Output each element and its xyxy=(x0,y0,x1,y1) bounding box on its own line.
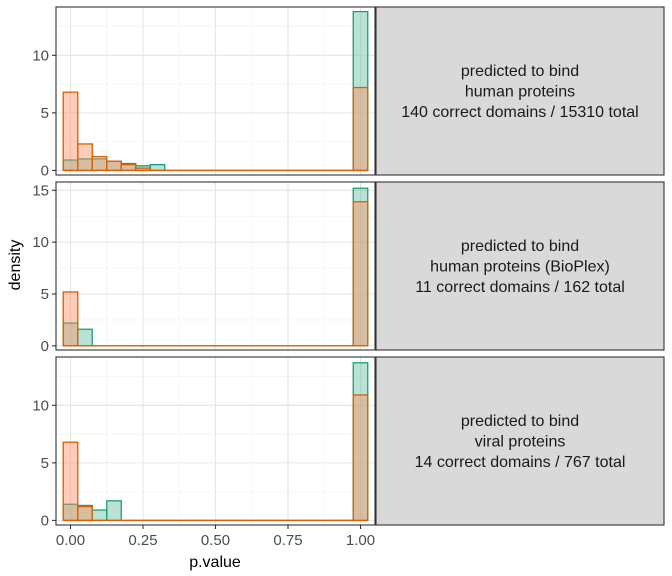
orange-series-bar xyxy=(62,91,79,172)
facet-strip xyxy=(375,6,665,176)
facet-strip-label: 140 correct domains / 15310 total xyxy=(401,104,638,121)
orange-series-bar xyxy=(352,201,369,347)
orange-series-bar xyxy=(120,163,137,172)
facet-panel: 0 5 10 predicted to bind viral proteins 14 co… xyxy=(32,356,665,529)
orange-series-bar xyxy=(62,441,79,522)
orange-series-bar xyxy=(77,505,93,522)
facet-strip-label: viral proteins xyxy=(475,434,566,451)
teal-series-bar xyxy=(77,328,93,347)
orange-series-bar xyxy=(106,160,122,172)
x-axis-title: p.value xyxy=(189,554,241,571)
x-tick-label: 0.00 xyxy=(56,532,85,549)
y-tick-label: 0 xyxy=(41,338,49,355)
x-axis: 0.00 0.25 0.50 0.75 1.00 xyxy=(56,525,375,549)
panel-border xyxy=(55,6,376,176)
orange-series-bar xyxy=(352,394,369,522)
y-tick-label: 0 xyxy=(41,512,49,529)
facet-panels: 0 5 10 predicted to bind human proteins 140 c… xyxy=(32,6,665,529)
facet-panel: 0 5 10 predicted to bind human proteins 140 c… xyxy=(32,6,665,179)
y-tick-label: 5 xyxy=(41,286,49,303)
y-tick-label: 10 xyxy=(32,234,49,251)
facet-strip-label: human proteins (BioPlex) xyxy=(430,259,610,276)
x-tick-label: 0.75 xyxy=(273,532,302,549)
teal-series-bar xyxy=(106,500,122,522)
facet-strip xyxy=(375,181,665,351)
orange-series-bar xyxy=(62,291,79,347)
orange-series-bar xyxy=(77,143,93,172)
facet-strip-label: predicted to bind xyxy=(461,63,579,80)
y-tick-label: 5 xyxy=(41,455,49,472)
facet-strip-label: human proteins xyxy=(465,84,575,101)
facet-strip-label: 11 correct domains / 162 total xyxy=(415,279,625,296)
facet-panel: 0 5 10 15 predicted to bind human proteins (B… xyxy=(32,181,665,355)
facet-strip xyxy=(375,356,665,526)
teal-series-bar xyxy=(91,509,108,522)
x-tick-label: 1.00 xyxy=(346,532,375,549)
y-tick-label: 5 xyxy=(41,105,49,122)
teal-series-bar xyxy=(149,163,166,172)
x-tick-label: 0.50 xyxy=(201,532,230,549)
orange-series-bar xyxy=(135,167,151,172)
x-tick-label: 0.25 xyxy=(128,532,157,549)
facet-strip-label: predicted to bind xyxy=(461,238,579,255)
y-tick-label: 15 xyxy=(32,182,49,199)
y-tick-label: 0 xyxy=(41,162,49,179)
y-tick-label: 10 xyxy=(32,397,49,414)
orange-series-bar xyxy=(91,155,108,172)
orange-series-bar xyxy=(352,86,369,172)
facet-strip-label: predicted to bind xyxy=(461,413,579,430)
y-tick-label: 10 xyxy=(32,47,49,64)
panel-border xyxy=(55,181,376,351)
facet-strip-label: 14 correct domains / 767 total xyxy=(415,454,626,471)
y-axis-title: density xyxy=(7,240,24,291)
